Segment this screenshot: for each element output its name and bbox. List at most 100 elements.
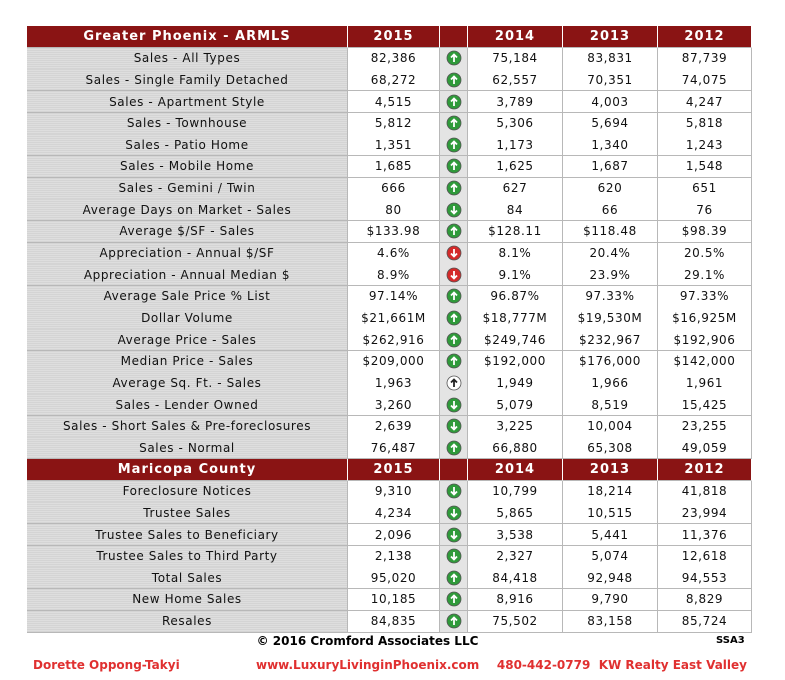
row-label: Sales - Townhouse <box>27 112 348 135</box>
value: 4,003 <box>563 90 658 114</box>
value: 41,818 <box>658 480 752 503</box>
arrow-icon <box>446 159 461 174</box>
row-label: Resales <box>27 610 348 633</box>
value: 80 <box>348 199 440 222</box>
trend-icon <box>440 90 468 114</box>
arrow-icon <box>446 94 461 109</box>
value: 9,310 <box>348 480 440 503</box>
copyright: © 2016 Cromford Associates LLC <box>256 634 479 648</box>
trend-icon <box>440 480 468 503</box>
value: $21,661M <box>348 307 440 330</box>
arrow-icon <box>446 224 461 239</box>
trend-icon <box>440 285 468 308</box>
value: 1,340 <box>563 134 658 157</box>
value: 1,625 <box>468 155 563 179</box>
trend-icon <box>440 112 468 135</box>
value: 75,502 <box>468 610 563 633</box>
value: 76,487 <box>348 437 440 460</box>
arrow-icon <box>446 570 461 586</box>
value: 75,184 <box>468 47 563 70</box>
value: 70,351 <box>563 69 658 92</box>
contact: 480-442-0779 KW Realty East Valley <box>496 658 747 672</box>
value: 5,441 <box>563 523 658 547</box>
value: 1,351 <box>348 134 440 157</box>
value: 49,059 <box>658 437 752 460</box>
trend-icon <box>440 199 468 222</box>
value: 83,831 <box>563 47 658 70</box>
value: $192,000 <box>468 350 563 373</box>
value: 3,225 <box>468 415 563 438</box>
value: 20.5% <box>658 242 752 265</box>
arrow-icon <box>446 440 461 456</box>
value: $18,777M <box>468 307 563 330</box>
value: $133.98 <box>348 220 440 243</box>
arrow-icon <box>446 202 461 218</box>
value: 23,255 <box>658 415 752 438</box>
row-label: Trustee Sales to Third Party <box>27 545 348 568</box>
row-label: Trustee Sales <box>27 502 348 525</box>
trend-icon <box>440 588 468 612</box>
value: 97.33% <box>658 285 752 308</box>
trend-icon <box>440 242 468 265</box>
value: 97.33% <box>563 285 658 308</box>
value: $128.11 <box>468 220 563 243</box>
section-title: Greater Phoenix - ARMLS <box>27 26 348 49</box>
column-header: 2015 <box>348 26 440 49</box>
value: 4,247 <box>658 90 752 114</box>
trend-icon <box>440 415 468 438</box>
arrow-icon <box>446 613 461 629</box>
trend-icon <box>440 177 468 200</box>
value: 18,214 <box>563 480 658 503</box>
arrow-icon <box>446 527 461 542</box>
value: 2,138 <box>348 545 440 568</box>
arrow-icon <box>446 418 461 434</box>
icon-header <box>440 459 468 482</box>
arrow-icon <box>446 310 461 326</box>
value: 1,685 <box>348 155 440 179</box>
value: 4,234 <box>348 502 440 525</box>
arrow-icon <box>446 288 461 304</box>
value: 1,687 <box>563 155 658 179</box>
value: 94,553 <box>658 567 752 590</box>
column-header: 2013 <box>563 459 658 482</box>
arrow-icon <box>446 483 461 499</box>
row-label: Trustee Sales to Beneficiary <box>27 523 348 547</box>
value: 20.4% <box>563 242 658 265</box>
arrow-icon <box>446 375 461 391</box>
value: $232,967 <box>563 329 658 352</box>
value: 4.6% <box>348 242 440 265</box>
website: www.LuxuryLivinginPhoenix.com <box>256 658 480 672</box>
value: 15,425 <box>658 394 752 417</box>
trend-icon <box>440 567 468 590</box>
agent-name: Dorette Oppong-Takyi <box>33 658 180 672</box>
value: 1,173 <box>468 134 563 157</box>
row-label: Sales - Lender Owned <box>27 394 348 417</box>
value: $16,925M <box>658 307 752 330</box>
row-label: Median Price - Sales <box>27 350 348 373</box>
section-title: Maricopa County <box>27 459 348 482</box>
value: 66,880 <box>468 437 563 460</box>
value: 1,961 <box>658 372 752 395</box>
value: 95,020 <box>348 567 440 590</box>
value: 5,865 <box>468 502 563 525</box>
trend-icon <box>440 307 468 330</box>
value: 84,835 <box>348 610 440 633</box>
trend-icon <box>440 394 468 417</box>
value: 10,799 <box>468 480 563 503</box>
row-label: Average Days on Market - Sales <box>27 199 348 222</box>
value: 10,185 <box>348 588 440 612</box>
trend-icon <box>440 220 468 243</box>
value: $176,000 <box>563 350 658 373</box>
value: 8,829 <box>658 588 752 612</box>
value: 1,966 <box>563 372 658 395</box>
value: 11,376 <box>658 523 752 547</box>
trend-icon <box>440 545 468 568</box>
value: 3,538 <box>468 523 563 547</box>
row-label: Dollar Volume <box>27 307 348 330</box>
value: 1,548 <box>658 155 752 179</box>
value: 9.1% <box>468 264 563 287</box>
value: 651 <box>658 177 752 200</box>
arrow-icon <box>446 245 461 261</box>
arrow-icon <box>446 505 461 521</box>
